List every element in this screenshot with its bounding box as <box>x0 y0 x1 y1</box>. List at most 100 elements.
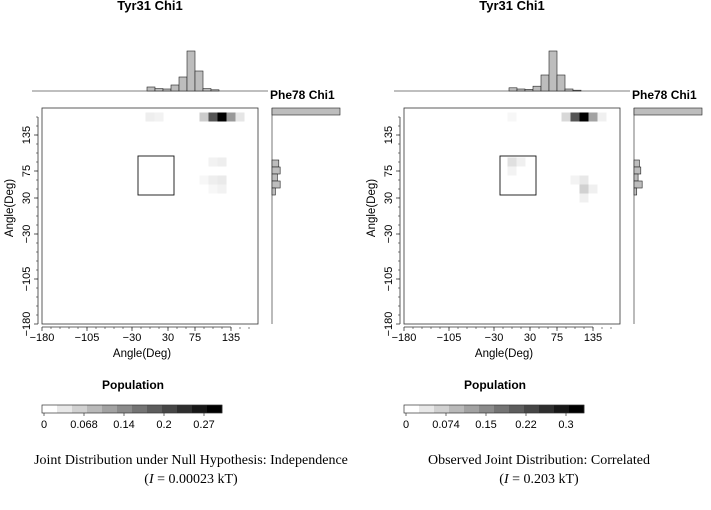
top-hist-bar <box>540 74 550 92</box>
x-tick-label: 30 <box>162 332 174 344</box>
heatmap-frame <box>403 107 621 325</box>
y-tick-label: −105 <box>21 267 33 292</box>
heatmap-cell <box>217 184 227 194</box>
y-axis-label: Angle(Deg) <box>366 179 378 237</box>
x-axis-label: Angle(Deg) <box>475 348 533 360</box>
heatmap-cell <box>226 112 236 122</box>
colorbar-swatch <box>42 405 58 413</box>
heatmap-cell <box>588 184 598 194</box>
colorbar-tick-label: 0.068 <box>70 419 98 431</box>
y-tick-label: −30 <box>383 225 395 244</box>
side-hist-bar <box>633 159 640 168</box>
statistic-paren: ( <box>144 472 149 487</box>
colorbar-label: Population <box>464 378 526 392</box>
colorbar-tick-label: 0.2 <box>156 419 171 431</box>
heatmap-cell <box>208 184 218 194</box>
colorbar-swatch <box>464 405 480 413</box>
chart-panel-1: Tyr31 Chi1 Phe78 Chi1 −180 −105 −30 30 75 135 An… <box>4 0 348 487</box>
colorbar-tick-label: 0 <box>41 419 47 431</box>
top-hist-bar <box>508 87 518 92</box>
panel-caption: Observed Joint Distribution: Correlated <box>428 453 650 468</box>
side-hist-bar <box>633 173 639 182</box>
side-hist-title: Phe78 Chi1 <box>632 88 697 102</box>
heatmap-cell <box>235 112 245 122</box>
y-tick-label: −180 <box>383 312 395 337</box>
heatmap-cell <box>516 157 526 167</box>
side-hist-bar <box>271 166 281 175</box>
x-tick-label: 135 <box>584 332 602 344</box>
side-hist-bar <box>271 107 341 116</box>
heatmap-cell <box>507 112 517 122</box>
heatmap-frame <box>41 107 259 325</box>
chart-panel-2: Tyr31 Chi1 Phe78 Chi1 −180 −105 −30 30 75 135 An… <box>366 0 703 487</box>
colorbar-swatch <box>102 405 118 413</box>
colorbar-swatch <box>554 405 570 413</box>
heatmap-cell <box>208 175 218 185</box>
x-tick-label: 30 <box>524 332 536 344</box>
top-hist-bar <box>194 70 204 92</box>
heatmap-cell <box>579 112 589 122</box>
heatmap-cell <box>597 112 607 122</box>
colorbar-swatch <box>404 405 420 413</box>
y-axis-label: Angle(Deg) <box>4 179 16 237</box>
side-hist-bar <box>633 107 703 116</box>
colorbar-swatch <box>449 405 465 413</box>
x-tick-label: −105 <box>437 332 462 344</box>
colorbar-label: Population <box>102 378 164 392</box>
heatmap-cell <box>208 112 218 122</box>
top-hist-bar <box>516 88 526 92</box>
top-hist-bar <box>210 89 220 92</box>
statistic-symbol: I <box>503 472 510 487</box>
top-hist-bar <box>162 88 172 92</box>
top-hist-title: Tyr31 Chi1 <box>117 0 183 13</box>
colorbar-swatch <box>419 405 435 413</box>
colorbar-swatch <box>87 405 103 413</box>
heatmap-cell <box>145 112 155 122</box>
x-tick-label: 75 <box>551 332 563 344</box>
colorbar-swatch <box>57 405 73 413</box>
heatmap-cell <box>570 175 580 185</box>
colorbar-tick-label: 0.22 <box>515 419 536 431</box>
colorbar-swatch <box>132 405 148 413</box>
side-hist-title: Phe78 Chi1 <box>270 88 335 102</box>
statistic-value: = 0.203 kT) <box>509 472 579 487</box>
colorbar-swatch <box>117 405 133 413</box>
heatmap-cell <box>199 175 209 185</box>
highlight-box <box>137 155 175 196</box>
y-tick-label: 135 <box>383 126 395 144</box>
side-hist-bar <box>271 180 281 189</box>
y-tick-label: −105 <box>383 267 395 292</box>
y-tick-label: 75 <box>21 165 33 177</box>
colorbar-frame <box>403 404 585 414</box>
top-hist-bar <box>202 88 212 92</box>
heatmap-cell <box>208 157 218 167</box>
heatmap-cell <box>570 112 580 122</box>
colorbar-swatch <box>539 405 555 413</box>
colorbar-swatch <box>147 405 163 413</box>
heatmap-cell <box>154 112 164 122</box>
heatmap-cell <box>579 184 589 194</box>
colorbar-swatch <box>479 405 495 413</box>
heatmap-cell <box>588 112 598 122</box>
colorbar-tick-label: 0.27 <box>193 419 214 431</box>
heatmap-cell <box>507 166 517 176</box>
y-tick-label: 75 <box>383 165 395 177</box>
colorbar-frame <box>41 404 223 414</box>
y-tick-label: 135 <box>21 126 33 144</box>
y-tick-label: −30 <box>21 225 33 244</box>
colorbar-swatch <box>494 405 510 413</box>
top-hist-bar <box>146 86 156 92</box>
top-hist-bar <box>532 85 542 92</box>
x-tick-label: −180 <box>30 332 55 344</box>
colorbar-swatch <box>192 405 208 413</box>
side-hist-bar <box>633 180 643 189</box>
colorbar-swatch <box>72 405 88 413</box>
x-tick-label: 135 <box>222 332 240 344</box>
y-tick-label: −180 <box>21 312 33 337</box>
side-hist-bar <box>271 173 278 182</box>
colorbar-swatch <box>177 405 193 413</box>
colorbar-swatch <box>207 405 223 413</box>
statistic-paren: ( <box>499 472 504 487</box>
top-hist-bar <box>178 76 188 92</box>
